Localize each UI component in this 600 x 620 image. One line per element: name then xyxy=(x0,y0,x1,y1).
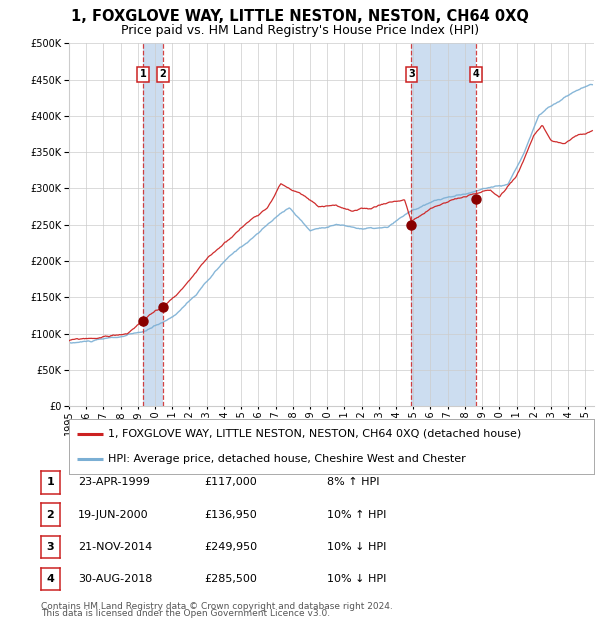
Text: 3: 3 xyxy=(47,542,54,552)
Text: Price paid vs. HM Land Registry's House Price Index (HPI): Price paid vs. HM Land Registry's House … xyxy=(121,24,479,37)
Text: 10% ↓ HPI: 10% ↓ HPI xyxy=(327,542,386,552)
Text: 1, FOXGLOVE WAY, LITTLE NESTON, NESTON, CH64 0XQ (detached house): 1, FOXGLOVE WAY, LITTLE NESTON, NESTON, … xyxy=(109,428,521,438)
Text: 1: 1 xyxy=(47,477,54,487)
Text: £117,000: £117,000 xyxy=(204,477,257,487)
Text: 4: 4 xyxy=(473,69,479,79)
Text: 10% ↓ HPI: 10% ↓ HPI xyxy=(327,574,386,584)
Text: 30-AUG-2018: 30-AUG-2018 xyxy=(78,574,152,584)
Text: 4: 4 xyxy=(46,574,55,584)
Text: £136,950: £136,950 xyxy=(204,510,257,520)
Bar xyxy=(412,43,476,406)
Text: £249,950: £249,950 xyxy=(204,542,257,552)
Text: 2: 2 xyxy=(160,69,166,79)
Text: Contains HM Land Registry data © Crown copyright and database right 2024.: Contains HM Land Registry data © Crown c… xyxy=(41,602,392,611)
Text: 2: 2 xyxy=(47,510,54,520)
Text: 1: 1 xyxy=(140,69,146,79)
Text: 3: 3 xyxy=(408,69,415,79)
Text: 1, FOXGLOVE WAY, LITTLE NESTON, NESTON, CH64 0XQ: 1, FOXGLOVE WAY, LITTLE NESTON, NESTON, … xyxy=(71,9,529,24)
Text: 23-APR-1999: 23-APR-1999 xyxy=(78,477,150,487)
Bar xyxy=(143,43,163,406)
Text: HPI: Average price, detached house, Cheshire West and Chester: HPI: Average price, detached house, Ches… xyxy=(109,454,466,464)
Text: 8% ↑ HPI: 8% ↑ HPI xyxy=(327,477,380,487)
Text: 19-JUN-2000: 19-JUN-2000 xyxy=(78,510,149,520)
Text: This data is licensed under the Open Government Licence v3.0.: This data is licensed under the Open Gov… xyxy=(41,609,330,618)
Text: 21-NOV-2014: 21-NOV-2014 xyxy=(78,542,152,552)
Text: 10% ↑ HPI: 10% ↑ HPI xyxy=(327,510,386,520)
Text: £285,500: £285,500 xyxy=(204,574,257,584)
